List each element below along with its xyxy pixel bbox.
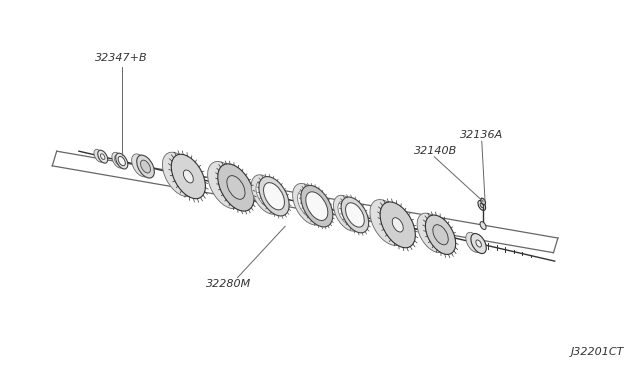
- Ellipse shape: [480, 222, 486, 230]
- Ellipse shape: [346, 203, 364, 227]
- Ellipse shape: [417, 213, 447, 253]
- Ellipse shape: [380, 202, 415, 248]
- Ellipse shape: [264, 183, 284, 210]
- Text: 32280M: 32280M: [206, 279, 251, 289]
- Ellipse shape: [480, 203, 483, 208]
- Ellipse shape: [227, 176, 245, 199]
- Ellipse shape: [142, 162, 149, 171]
- Text: 32140B: 32140B: [414, 146, 457, 156]
- Ellipse shape: [259, 177, 289, 216]
- Ellipse shape: [481, 198, 486, 205]
- Ellipse shape: [301, 185, 333, 227]
- Ellipse shape: [163, 152, 196, 197]
- Ellipse shape: [333, 195, 361, 231]
- Ellipse shape: [115, 155, 122, 165]
- Ellipse shape: [471, 234, 486, 254]
- Ellipse shape: [341, 197, 369, 233]
- Ellipse shape: [94, 149, 104, 162]
- Ellipse shape: [370, 199, 405, 246]
- Ellipse shape: [338, 201, 356, 225]
- Ellipse shape: [172, 154, 205, 199]
- Ellipse shape: [256, 181, 277, 208]
- Ellipse shape: [98, 150, 108, 163]
- Ellipse shape: [476, 240, 481, 247]
- Ellipse shape: [184, 170, 193, 183]
- Ellipse shape: [478, 201, 486, 211]
- Ellipse shape: [132, 154, 149, 177]
- Ellipse shape: [298, 190, 319, 219]
- Ellipse shape: [112, 152, 124, 168]
- Text: 32347+B: 32347+B: [95, 54, 147, 63]
- Ellipse shape: [100, 154, 105, 160]
- Ellipse shape: [436, 229, 445, 240]
- Ellipse shape: [116, 153, 128, 169]
- Ellipse shape: [218, 164, 254, 211]
- Ellipse shape: [426, 215, 456, 254]
- Ellipse shape: [292, 183, 324, 225]
- Ellipse shape: [230, 180, 241, 195]
- Ellipse shape: [252, 175, 282, 214]
- Ellipse shape: [306, 192, 328, 221]
- Ellipse shape: [207, 161, 244, 209]
- Text: 32136A: 32136A: [460, 130, 503, 140]
- Text: J32201CT: J32201CT: [571, 347, 625, 357]
- Ellipse shape: [118, 156, 125, 166]
- Ellipse shape: [141, 160, 150, 173]
- Ellipse shape: [466, 232, 481, 252]
- Ellipse shape: [433, 225, 448, 245]
- Ellipse shape: [392, 218, 403, 232]
- Ellipse shape: [137, 155, 154, 178]
